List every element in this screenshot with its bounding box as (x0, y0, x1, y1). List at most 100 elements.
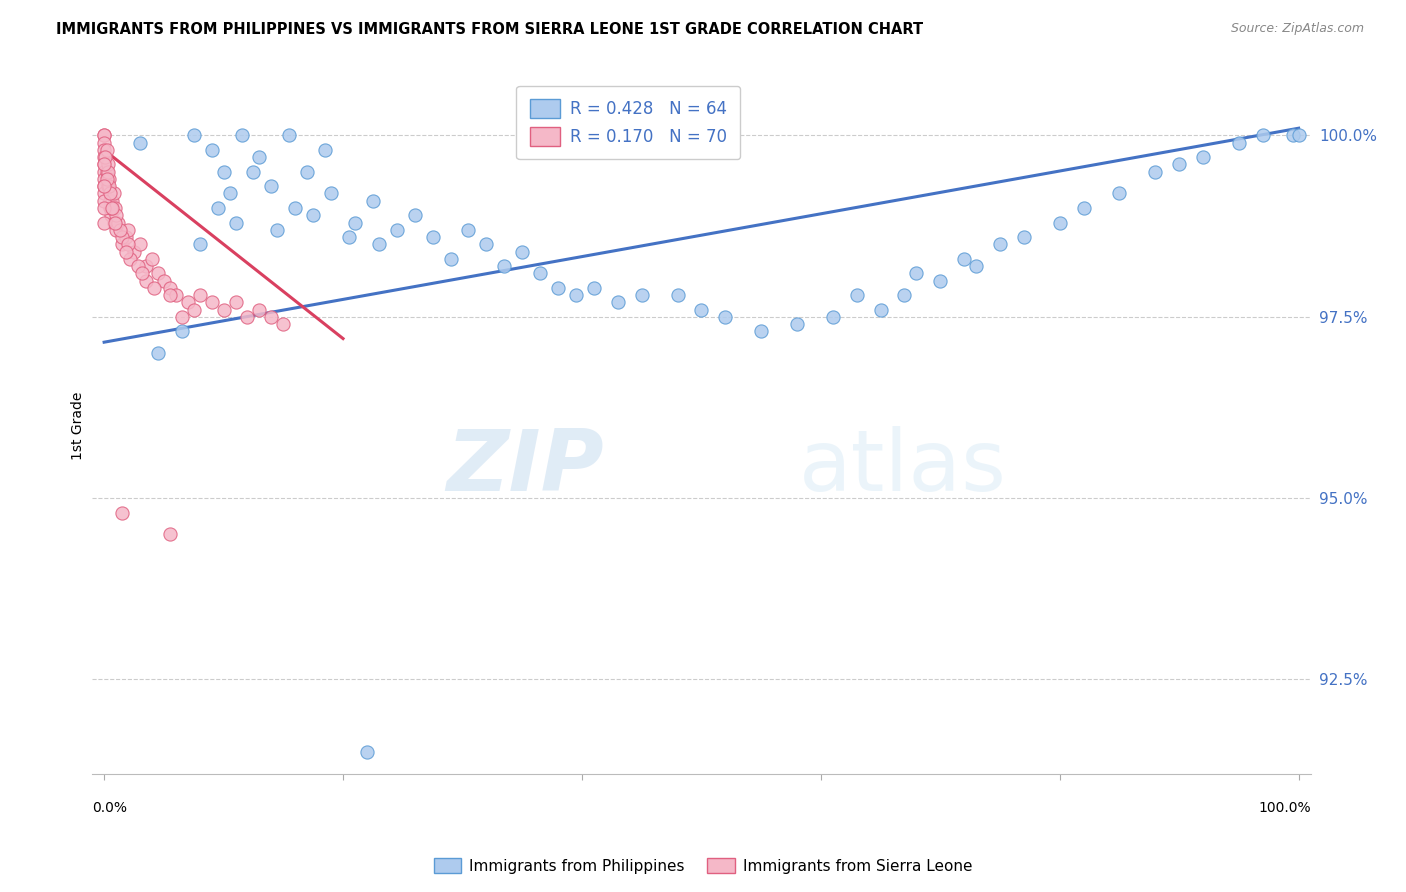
Point (127, 259, 149, 273)
Point (170, 324, 193, 338)
Point (117, 237, 139, 252)
Point (93, 165, 115, 179)
Point (893, 288, 915, 302)
Point (117, 223, 139, 237)
Point (606, 295, 628, 310)
Point (404, 208, 426, 222)
Point (1192, 150, 1215, 164)
Point (93, 128, 115, 143)
Point (225, 215, 247, 229)
Point (111, 237, 134, 252)
Point (93, 128, 115, 143)
Point (188, 237, 211, 252)
Point (439, 252, 461, 266)
Point (361, 194, 384, 208)
Point (582, 281, 605, 295)
Point (529, 266, 551, 280)
Point (260, 179, 283, 194)
Point (510, 244, 533, 259)
Point (547, 281, 569, 295)
Point (1168, 157, 1191, 171)
Point (93, 143, 115, 157)
Point (103, 215, 125, 229)
Point (93, 201, 115, 215)
Point (284, 201, 307, 215)
Point (103, 186, 125, 201)
Point (422, 230, 444, 244)
Point (93, 157, 115, 171)
Point (988, 237, 1011, 252)
Point (249, 302, 271, 317)
Point (98, 201, 121, 215)
Point (266, 223, 288, 237)
Point (212, 302, 235, 317)
Point (105, 223, 128, 237)
Point (111, 230, 134, 244)
Point (114, 244, 136, 259)
Point (135, 259, 157, 273)
Point (143, 281, 166, 295)
Point (97, 172, 120, 186)
Point (101, 201, 124, 215)
Point (111, 506, 134, 520)
Point (845, 288, 868, 302)
Point (159, 281, 181, 295)
Point (101, 194, 124, 208)
Point (177, 295, 200, 310)
Point (905, 266, 928, 280)
Point (260, 310, 283, 324)
Point (457, 223, 479, 237)
Point (714, 310, 737, 324)
Point (100, 201, 122, 215)
Point (630, 288, 652, 302)
Point (319, 186, 342, 201)
Point (231, 128, 253, 143)
Point (183, 128, 205, 143)
Point (105, 208, 128, 222)
Text: ZIP: ZIP (446, 425, 605, 509)
Point (749, 324, 772, 338)
Point (953, 252, 976, 266)
Point (165, 288, 187, 302)
Point (249, 150, 271, 164)
Point (273, 317, 295, 331)
Point (93, 157, 115, 171)
Point (93, 194, 115, 208)
Point (108, 223, 131, 237)
Point (1144, 165, 1167, 179)
Point (122, 244, 145, 259)
Point (93, 186, 115, 201)
Point (201, 295, 224, 310)
Point (93, 179, 115, 194)
Point (212, 165, 235, 179)
Point (1288, 128, 1310, 143)
Point (821, 310, 844, 324)
Point (242, 165, 264, 179)
Point (183, 302, 205, 317)
Point (1227, 136, 1250, 150)
Point (96, 172, 118, 186)
Text: Source: ZipAtlas.com: Source: ZipAtlas.com (1230, 22, 1364, 36)
Point (97, 165, 120, 179)
Point (1049, 215, 1071, 229)
Point (120, 252, 142, 266)
Point (107, 215, 129, 229)
Point (188, 288, 211, 302)
Point (159, 527, 181, 541)
Point (131, 266, 153, 280)
Point (278, 128, 301, 143)
Point (170, 310, 193, 324)
Point (97, 179, 120, 194)
Point (135, 274, 157, 288)
Point (97, 157, 120, 171)
Text: 0.0%: 0.0% (93, 801, 127, 815)
Point (1073, 201, 1095, 215)
Point (302, 208, 325, 222)
Point (129, 237, 152, 252)
Point (869, 302, 891, 317)
Text: IMMIGRANTS FROM PHILIPPINES VS IMMIGRANTS FROM SIERRA LEONE 1ST GRADE CORRELATIO: IMMIGRANTS FROM PHILIPPINES VS IMMIGRANT… (56, 22, 924, 37)
Point (337, 230, 360, 244)
Point (295, 165, 318, 179)
Point (1108, 186, 1130, 201)
Point (96, 143, 118, 157)
